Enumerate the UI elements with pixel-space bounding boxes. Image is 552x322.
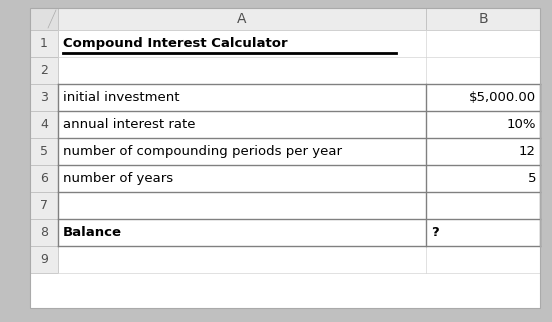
Bar <box>426 8 540 30</box>
Text: 5: 5 <box>40 145 48 158</box>
Text: annual interest rate: annual interest rate <box>63 118 195 131</box>
Text: ?: ? <box>431 226 439 239</box>
Bar <box>58 8 426 30</box>
Text: 1: 1 <box>40 37 48 50</box>
Bar <box>30 111 58 138</box>
Text: A: A <box>237 12 247 26</box>
Bar <box>30 192 58 219</box>
Text: 7: 7 <box>40 199 48 212</box>
Text: 8: 8 <box>40 226 48 239</box>
Bar <box>30 30 58 273</box>
Text: 3: 3 <box>40 91 48 104</box>
Text: Balance: Balance <box>63 226 122 239</box>
Bar <box>30 219 58 246</box>
Bar <box>30 246 58 273</box>
Bar <box>30 30 58 57</box>
Bar <box>30 8 540 30</box>
Text: 9: 9 <box>40 253 48 266</box>
Text: 10%: 10% <box>507 118 536 131</box>
Text: 4: 4 <box>40 118 48 131</box>
Text: number of compounding periods per year: number of compounding periods per year <box>63 145 342 158</box>
Bar <box>30 8 58 30</box>
Bar <box>30 165 58 192</box>
Text: B: B <box>478 12 488 26</box>
Text: Compound Interest Calculator: Compound Interest Calculator <box>63 37 288 50</box>
Text: number of years: number of years <box>63 172 173 185</box>
Bar <box>30 84 58 111</box>
Text: 12: 12 <box>519 145 536 158</box>
Text: 6: 6 <box>40 172 48 185</box>
Text: initial investment: initial investment <box>63 91 179 104</box>
Bar <box>30 138 58 165</box>
Text: 2: 2 <box>40 64 48 77</box>
Text: $5,000.00: $5,000.00 <box>469 91 536 104</box>
Bar <box>30 57 58 84</box>
Text: 5: 5 <box>528 172 536 185</box>
